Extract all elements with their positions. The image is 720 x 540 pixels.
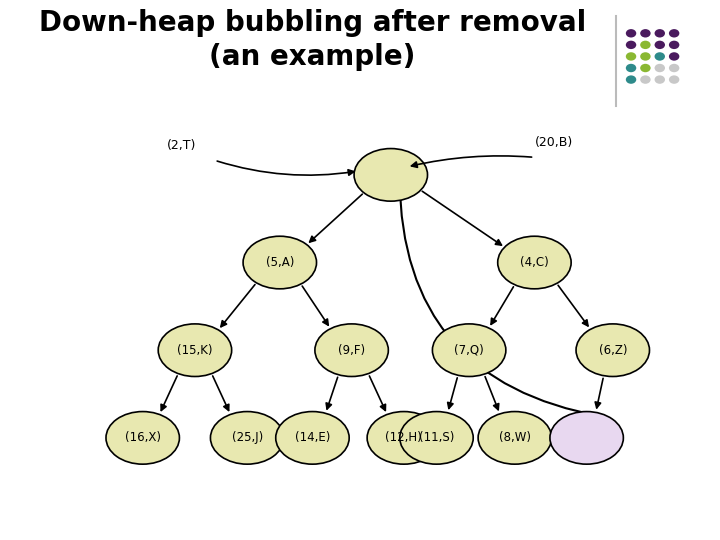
Ellipse shape [210,411,284,464]
Ellipse shape [158,324,232,376]
Circle shape [669,76,680,84]
Circle shape [640,76,651,84]
Ellipse shape [106,411,179,464]
Circle shape [640,64,651,72]
Ellipse shape [276,411,349,464]
Ellipse shape [354,148,428,201]
Text: (16,X): (16,X) [125,431,161,444]
Text: (12,H): (12,H) [385,431,422,444]
Circle shape [626,64,636,72]
Text: (5,A): (5,A) [266,256,294,269]
Text: (7,Q): (7,Q) [454,343,484,357]
Circle shape [654,40,665,49]
Text: (8,W): (8,W) [499,431,531,444]
Ellipse shape [315,324,388,376]
Ellipse shape [498,236,571,289]
Ellipse shape [433,324,506,376]
Circle shape [626,29,636,37]
Circle shape [669,40,680,49]
Text: (15,K): (15,K) [177,343,212,357]
Ellipse shape [400,411,473,464]
Circle shape [626,40,636,49]
Ellipse shape [478,411,552,464]
Circle shape [669,64,680,72]
Text: (20,B): (20,B) [535,136,573,149]
Text: (9,F): (9,F) [338,343,365,357]
Text: (11,S): (11,S) [419,431,454,444]
Circle shape [654,52,665,60]
Text: (2,T): (2,T) [167,139,197,152]
Circle shape [669,52,680,60]
Text: (6,Z): (6,Z) [598,343,627,357]
Ellipse shape [367,411,441,464]
Ellipse shape [576,324,649,376]
Circle shape [626,76,636,84]
Circle shape [626,52,636,60]
Circle shape [654,64,665,72]
Circle shape [640,40,651,49]
Circle shape [640,29,651,37]
Text: Down-heap bubbling after removal
(an example): Down-heap bubbling after removal (an exa… [39,9,586,71]
Ellipse shape [243,236,317,289]
Text: (14,E): (14,E) [294,431,330,444]
Text: (25,J): (25,J) [232,431,263,444]
Circle shape [669,29,680,37]
Circle shape [654,76,665,84]
Circle shape [640,52,651,60]
Circle shape [654,29,665,37]
Text: (4,C): (4,C) [520,256,549,269]
Ellipse shape [550,411,624,464]
